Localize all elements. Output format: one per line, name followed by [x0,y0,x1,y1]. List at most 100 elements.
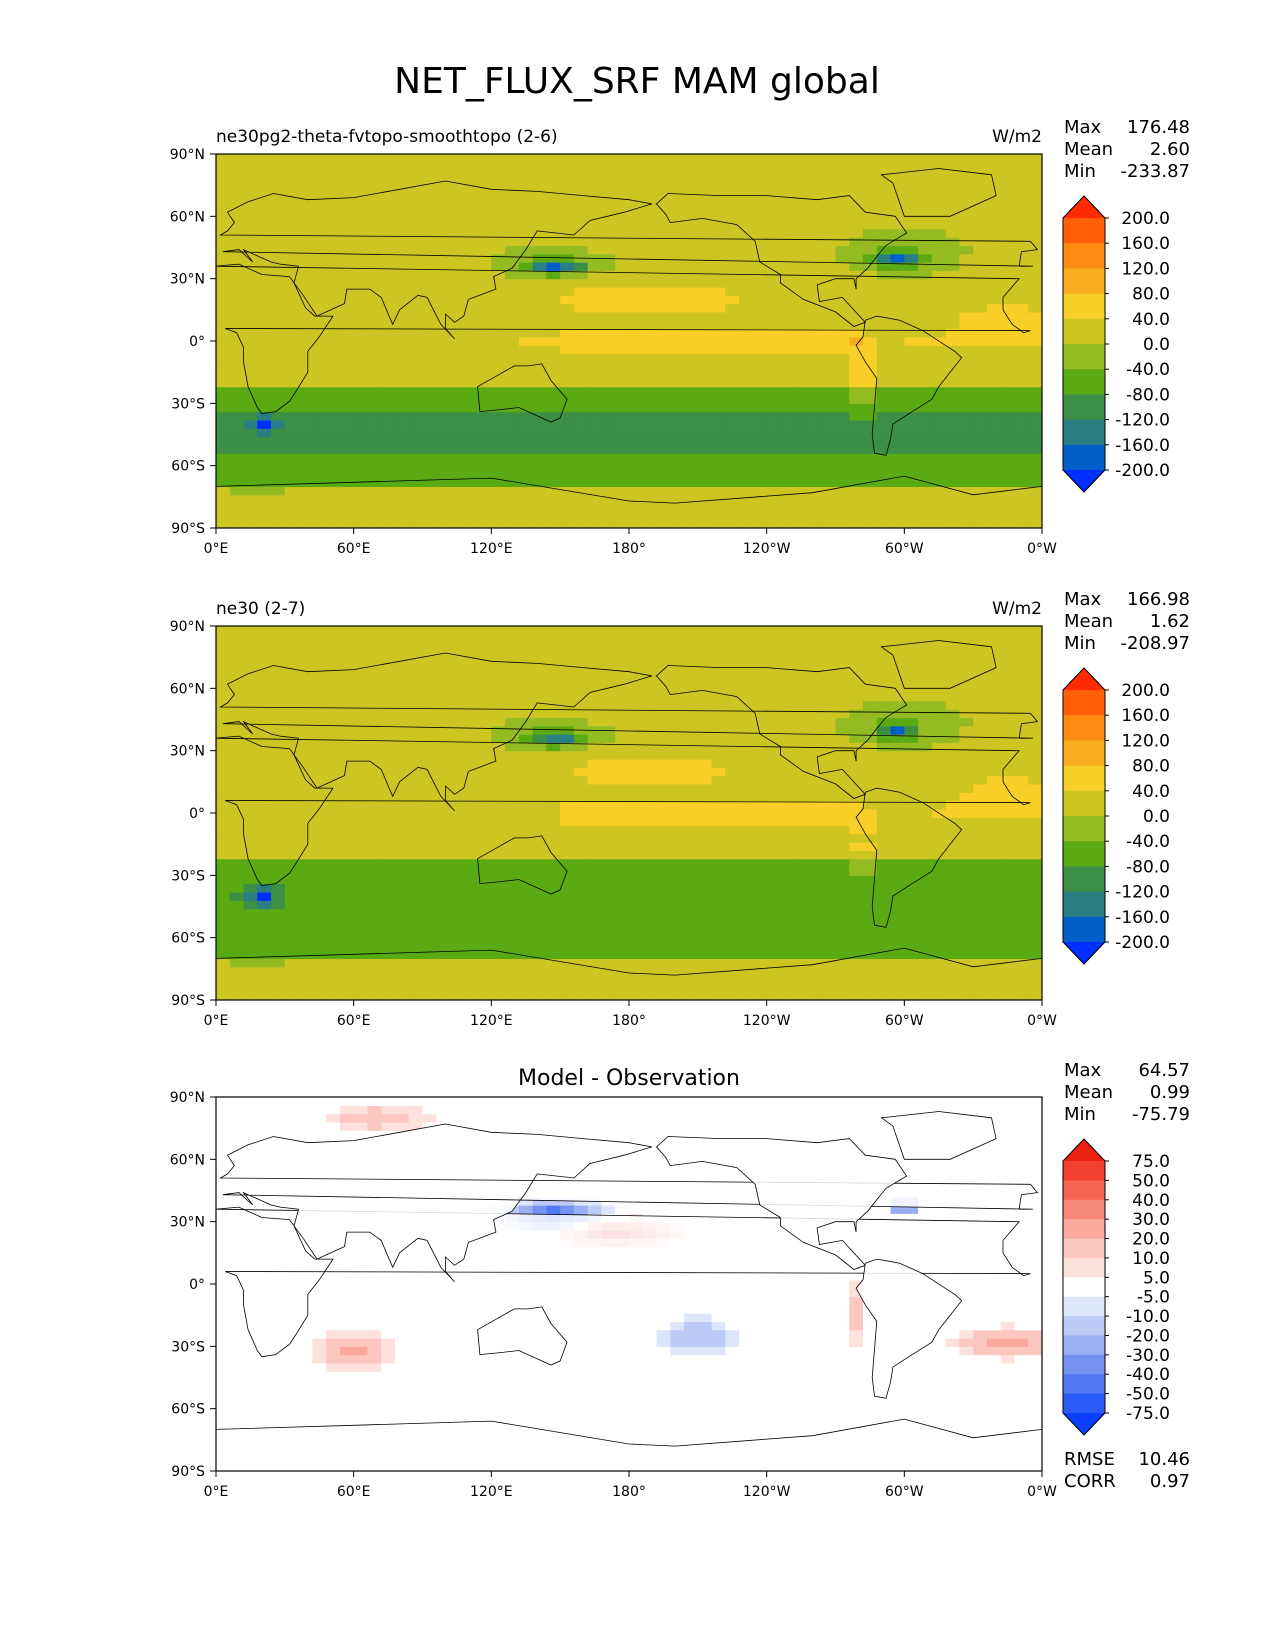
field-cell [505,311,520,321]
field-cell [697,717,713,727]
field-cell [367,991,382,1000]
field-cell [326,833,341,843]
field-cell [436,203,451,213]
field-cell [450,154,465,163]
field-cell [560,800,575,810]
field-cell [876,286,892,296]
field-cell [573,336,589,346]
field-cell [229,419,245,429]
field-cell [298,444,313,454]
field-cell [821,245,837,255]
field-cell [546,278,561,288]
field-cell [863,908,878,918]
field-cell [381,783,396,793]
field-cell [973,345,988,355]
field-cell [353,519,369,528]
field-cell [587,883,603,893]
field-cell [518,916,534,926]
field-cell [945,353,960,363]
field-cell [821,725,837,735]
field-cell [353,511,369,521]
field-cell [766,858,782,868]
field-cell [353,966,369,976]
field-cell [546,700,561,710]
field-cell [546,336,561,346]
field-cell [546,642,561,652]
field-cell [601,478,616,488]
field-cell [904,345,919,355]
field-cell [463,170,479,180]
field-cell [752,220,768,230]
field-cell [436,162,451,172]
field-cell [408,950,424,960]
field-cell [339,883,355,893]
field-cell [312,386,327,396]
field-cell [670,850,685,860]
field-cell [546,875,561,885]
field-cell [532,511,547,521]
field-cell [436,345,451,355]
field-cell [394,684,410,694]
field-cell [312,503,327,512]
field-cell [629,983,644,993]
field-cell [257,228,272,238]
field-cell [697,983,713,993]
field-cell [422,370,437,379]
field-cell [863,436,878,446]
field-cell [271,228,286,238]
field-cell [601,975,616,984]
field-cell [518,220,534,230]
field-cell [422,659,437,669]
field-cell [615,833,630,843]
field-cell [752,650,768,660]
field-cell [1000,154,1016,163]
field-cell [436,958,451,968]
field-cell [766,170,782,180]
field-cell [257,278,272,288]
field-cell [794,775,809,785]
field-cell [752,162,768,172]
field-cell [450,758,465,768]
field-cell [835,237,850,247]
field-cell [670,270,685,280]
field-cell [629,511,644,521]
field-cell [394,842,410,851]
field-cell [560,386,575,396]
field-cell [780,875,795,885]
field-cell [863,626,878,635]
field-cell [353,858,369,868]
field-cell [422,469,437,479]
field-cell [298,700,313,710]
field-cell [711,311,726,321]
field-cell [684,925,699,935]
field-cell [615,925,630,935]
field-cell [904,336,919,346]
field-cell [945,403,960,413]
field-cell [587,983,603,993]
field-cell [1014,295,1029,305]
field-cell [959,270,974,280]
field-cell [284,808,300,818]
field-cell [807,700,823,710]
field-cell [766,817,782,827]
field-cell [766,916,782,926]
field-cell [216,178,231,188]
field-cell [326,320,341,330]
field-cell [1014,328,1029,338]
field-cell [587,519,603,528]
field-cell [532,742,547,752]
field-cell [326,642,341,652]
field-cell [298,941,313,951]
field-cell [766,386,782,396]
field-cell [422,958,437,968]
field-cell [229,386,245,396]
field-cell [601,353,616,363]
field-cell [945,494,960,504]
field-cell [766,792,782,802]
field-cell [752,908,768,918]
field-cell [752,320,768,330]
field-cell [477,908,492,918]
field-cell [573,825,589,835]
field-cell [367,916,382,926]
field-cell [1000,444,1016,454]
